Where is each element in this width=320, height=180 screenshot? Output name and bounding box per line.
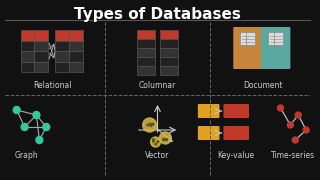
- Circle shape: [153, 140, 154, 142]
- Circle shape: [148, 123, 150, 124]
- Circle shape: [162, 138, 164, 140]
- Circle shape: [13, 107, 20, 114]
- Bar: [69, 62, 83, 72]
- Text: Columnar: Columnar: [139, 80, 176, 89]
- Bar: [21, 62, 35, 72]
- Bar: [35, 40, 48, 51]
- Bar: [35, 62, 48, 72]
- Bar: [55, 30, 69, 40]
- Bar: [69, 51, 83, 62]
- Bar: [21, 40, 35, 51]
- Circle shape: [150, 122, 151, 124]
- Text: Graph: Graph: [15, 150, 38, 159]
- Bar: [55, 51, 69, 62]
- Text: Relational: Relational: [33, 80, 71, 89]
- Bar: [137, 66, 155, 75]
- Text: Document: Document: [243, 80, 283, 89]
- Circle shape: [159, 132, 171, 144]
- Circle shape: [153, 142, 155, 144]
- Text: Vector: Vector: [145, 150, 170, 159]
- Circle shape: [295, 112, 301, 118]
- FancyBboxPatch shape: [223, 104, 249, 118]
- Circle shape: [43, 123, 50, 130]
- Circle shape: [149, 126, 151, 127]
- Bar: [69, 30, 83, 40]
- FancyBboxPatch shape: [198, 104, 220, 118]
- Bar: [55, 40, 69, 51]
- Circle shape: [156, 140, 158, 142]
- Bar: [21, 30, 35, 40]
- FancyBboxPatch shape: [261, 27, 290, 69]
- Bar: [160, 30, 178, 39]
- Bar: [137, 39, 155, 48]
- Bar: [137, 48, 155, 57]
- Bar: [55, 62, 69, 72]
- Circle shape: [33, 111, 40, 118]
- Circle shape: [303, 127, 309, 133]
- Bar: [274, 32, 283, 45]
- Circle shape: [151, 137, 160, 147]
- Circle shape: [277, 105, 284, 111]
- Bar: [137, 30, 155, 39]
- FancyBboxPatch shape: [223, 126, 249, 140]
- Circle shape: [163, 139, 165, 140]
- Bar: [246, 32, 255, 45]
- FancyBboxPatch shape: [233, 27, 263, 69]
- Circle shape: [154, 141, 156, 143]
- FancyBboxPatch shape: [198, 126, 220, 140]
- Bar: [160, 57, 178, 66]
- Text: Types of Databases: Types of Databases: [74, 6, 241, 21]
- Bar: [35, 30, 48, 40]
- Circle shape: [292, 137, 298, 143]
- Bar: [35, 51, 48, 62]
- Bar: [21, 51, 35, 62]
- Circle shape: [36, 136, 43, 143]
- Text: Key-value: Key-value: [218, 150, 255, 159]
- Bar: [137, 57, 155, 66]
- Circle shape: [150, 124, 152, 126]
- Bar: [268, 32, 276, 45]
- Bar: [240, 32, 249, 45]
- Circle shape: [143, 118, 156, 132]
- Text: Time-series: Time-series: [271, 150, 316, 159]
- Bar: [69, 40, 83, 51]
- Circle shape: [287, 122, 293, 128]
- Circle shape: [167, 140, 169, 141]
- Circle shape: [21, 123, 28, 130]
- Bar: [160, 39, 178, 48]
- Bar: [160, 66, 178, 75]
- Bar: [160, 48, 178, 57]
- Circle shape: [164, 138, 165, 140]
